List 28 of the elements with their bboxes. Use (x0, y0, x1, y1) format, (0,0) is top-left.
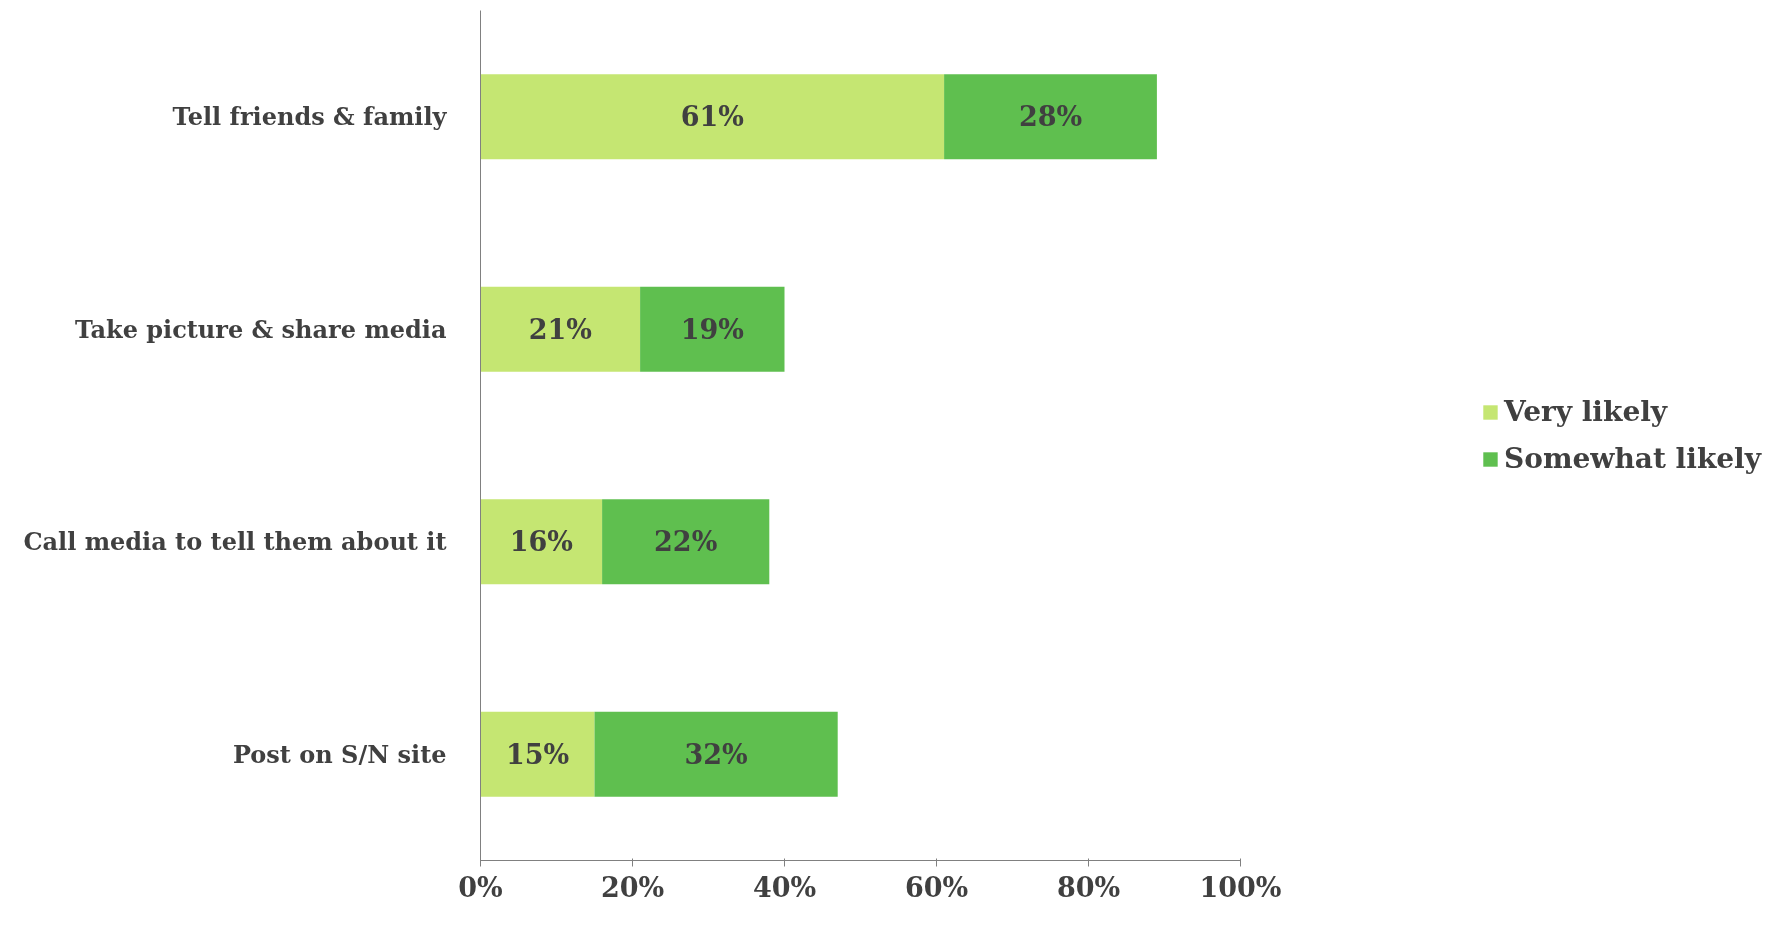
x-tick-label: 40% (752, 871, 817, 903)
bar (602, 499, 770, 585)
x-tick-label: 0% (458, 871, 503, 903)
y-tick-label: Post on S/N site (232, 739, 447, 769)
data-label: 19% (680, 313, 744, 345)
data-label: 28% (1018, 101, 1083, 133)
bar (480, 711, 595, 797)
data-label: 22% (654, 526, 718, 558)
y-tick-label: Tell friends & family (172, 102, 448, 132)
data-label: 61% (680, 101, 744, 133)
bar (480, 74, 945, 160)
x-tick-label: 80% (1056, 871, 1121, 903)
y-tick-label: Take picture & share media (74, 314, 447, 344)
x-tick-label: 100% (1199, 871, 1282, 903)
x-tick-label: 20% (600, 871, 665, 903)
bar (480, 499, 603, 585)
data-label: 16% (509, 526, 573, 558)
bar (640, 286, 785, 372)
bar (594, 711, 838, 797)
legend-label: Somewhat likely (1503, 442, 1762, 475)
data-label: 21% (528, 313, 592, 345)
data-label: 15% (505, 738, 570, 770)
legend-label: Very likely (1503, 395, 1668, 428)
bar (480, 286, 641, 372)
x-tick-label: 60% (904, 871, 969, 903)
bar (944, 74, 1157, 160)
y-tick-label: Call media to tell them about it (23, 527, 447, 557)
data-label: 32% (684, 738, 748, 770)
